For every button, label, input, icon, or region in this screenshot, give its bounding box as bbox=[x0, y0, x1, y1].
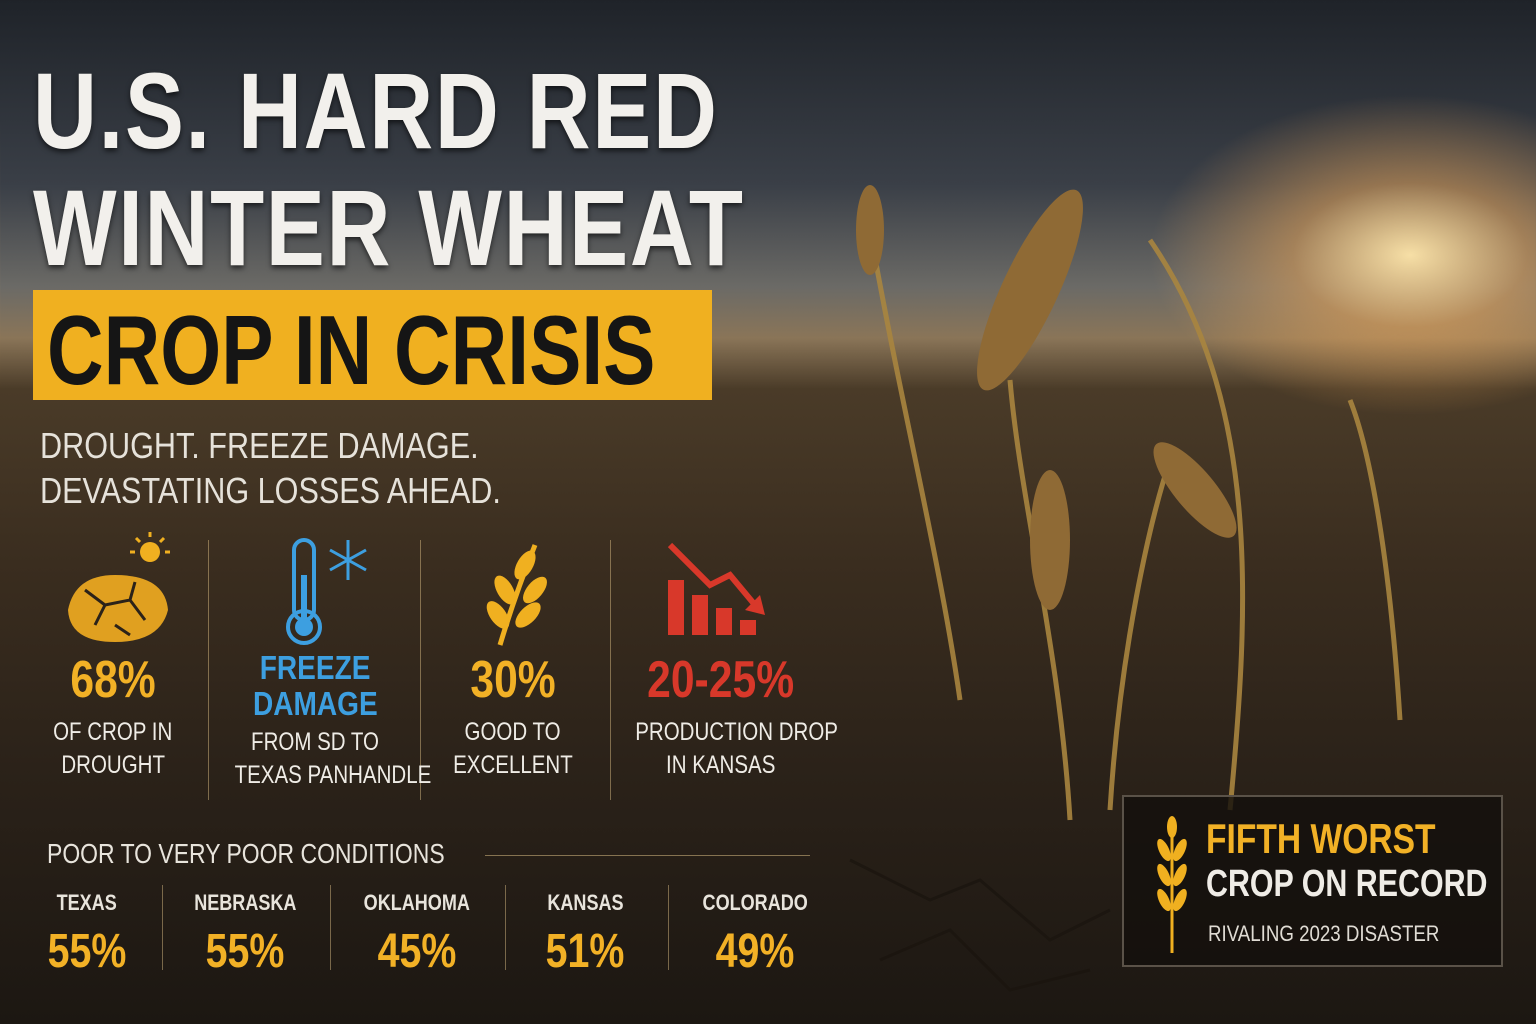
state: TEXAS 55% bbox=[7, 890, 167, 979]
stat-label: EXCELLENT bbox=[453, 751, 573, 779]
divider bbox=[330, 885, 331, 970]
state-value: 49% bbox=[715, 925, 795, 978]
rule bbox=[485, 855, 810, 856]
conditions-heading: POOR TO VERY POOR CONDITIONS bbox=[47, 838, 532, 870]
stat: FREEZE DAMAGE FROM SD TO TEXAS PANHANDLE bbox=[213, 649, 432, 792]
stat: 68% OF CROP IN DROUGHT bbox=[13, 650, 213, 782]
divider bbox=[162, 885, 163, 970]
stat: 20-25% PRODUCTION DROP IN KANSAS bbox=[613, 650, 838, 782]
text: CROP ON RECORD bbox=[1206, 863, 1488, 905]
callout: FIFTH WORST CROP ON RECORD RIVALING 2023… bbox=[1122, 795, 1503, 967]
stat-label: PRODUCTION DROP bbox=[635, 718, 838, 746]
stat: 30% GOOD TO EXCELLENT bbox=[413, 650, 613, 782]
stat-value: 68% bbox=[70, 651, 156, 709]
banner: CROP IN CRISIS bbox=[33, 290, 712, 405]
text: DEVASTATING LOSSES AHEAD. bbox=[40, 470, 501, 511]
state-name: TEXAS bbox=[56, 890, 118, 915]
state-value: 51% bbox=[545, 925, 625, 978]
stat-label: IN KANSAS bbox=[665, 751, 776, 779]
state-value: 55% bbox=[47, 925, 127, 978]
freeze-icon bbox=[286, 538, 367, 645]
subtitle-line: DROUGHT. FREEZE DAMAGE. bbox=[40, 425, 556, 467]
callout-note: RIVALING 2023 DISASTER bbox=[1208, 921, 1480, 947]
state-name: COLORADO bbox=[702, 890, 808, 915]
divider bbox=[505, 885, 506, 970]
callout-line: CROP ON RECORD bbox=[1206, 863, 1536, 906]
text: WINTER WHEAT bbox=[33, 167, 745, 288]
state-name: KANSAS bbox=[546, 890, 624, 915]
stat-label: TEXAS PANHANDLE bbox=[234, 761, 432, 789]
state-value: 55% bbox=[205, 925, 285, 978]
state-name: OKLAHOMA bbox=[363, 890, 471, 915]
state: COLORADO 49% bbox=[675, 890, 835, 979]
divider bbox=[610, 540, 611, 800]
text: U.S. HARD RED bbox=[33, 50, 719, 171]
stat-value: 20-25% bbox=[647, 651, 794, 709]
text: POOR TO VERY POOR CONDITIONS bbox=[47, 838, 445, 869]
text: CROP IN CRISIS bbox=[47, 295, 656, 405]
state-name: NEBRASKA bbox=[193, 890, 297, 915]
callout-icon bbox=[1157, 816, 1187, 953]
wheat-icon bbox=[486, 544, 547, 646]
divider bbox=[208, 540, 209, 800]
title-line: WINTER WHEAT bbox=[33, 165, 901, 290]
stat-value: FREEZE bbox=[260, 649, 371, 686]
text: DROUGHT. FREEZE DAMAGE. bbox=[40, 425, 479, 466]
stat-value: 30% bbox=[470, 651, 556, 709]
stat-label: FROM SD TO bbox=[251, 728, 380, 756]
title-line: U.S. HARD RED bbox=[33, 48, 869, 173]
stat-label: OF CROP IN bbox=[53, 718, 173, 746]
stat-label: DROUGHT bbox=[61, 751, 165, 779]
divider bbox=[668, 885, 669, 970]
drought-icon bbox=[68, 532, 170, 642]
callout-line: FIFTH WORST bbox=[1206, 815, 1493, 863]
text: FIFTH WORST bbox=[1206, 815, 1436, 862]
state-value: 45% bbox=[377, 925, 457, 978]
text: RIVALING 2023 DISASTER bbox=[1208, 921, 1440, 946]
decline-icon bbox=[667, 542, 765, 635]
state: NEBRASKA 55% bbox=[165, 890, 325, 979]
divider bbox=[420, 540, 421, 800]
subtitle-line: DEVASTATING LOSSES AHEAD. bbox=[40, 470, 582, 512]
state: OKLAHOMA 45% bbox=[337, 890, 497, 979]
state: KANSAS 51% bbox=[505, 890, 665, 979]
stat-label: GOOD TO bbox=[464, 718, 562, 746]
stat-value: DAMAGE bbox=[253, 685, 378, 722]
